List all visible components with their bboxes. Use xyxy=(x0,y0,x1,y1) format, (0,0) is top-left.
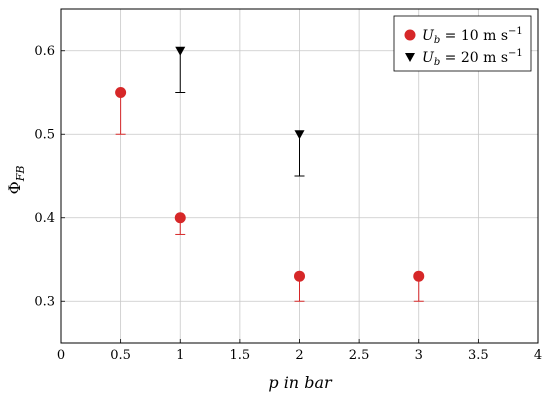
data-point-triangle xyxy=(294,130,305,140)
x-tick-label: 1 xyxy=(176,348,184,363)
data-point-circle xyxy=(413,270,425,282)
data-marks xyxy=(115,46,425,302)
data-point-triangle xyxy=(175,46,186,56)
y-axis-label-main: Φ xyxy=(5,181,24,194)
data-point-circle xyxy=(174,212,186,224)
y-tick-label: 0.5 xyxy=(34,127,55,142)
x-tick-label: 0 xyxy=(57,348,65,363)
y-axis-label: ΦFB xyxy=(5,166,27,195)
data-point-circle xyxy=(294,270,305,282)
legend-rest: = 10 m s xyxy=(440,28,508,44)
x-tick-label: 2 xyxy=(295,348,303,363)
y-ticks: 0.3 0.4 0.5 0.6 xyxy=(34,44,65,309)
x-tick-label: 1.5 xyxy=(230,348,251,363)
y-tick-label: 0.4 xyxy=(34,211,55,226)
legend-sup: −1 xyxy=(508,26,523,37)
legend-main: U xyxy=(422,50,435,66)
legend-rest: = 20 m s xyxy=(440,50,508,66)
legend: Ub = 10 m s−1Ub = 20 m s−1 xyxy=(393,15,532,72)
legend-sub: b xyxy=(434,35,440,46)
legend-main: U xyxy=(422,28,435,44)
legend-entry-2: Ub = 20 m s−1 xyxy=(422,48,523,68)
legend-marker xyxy=(404,29,416,41)
data-point-circle xyxy=(115,87,127,98)
legend-sup: −1 xyxy=(508,48,523,59)
y-tick-label: 0.6 xyxy=(34,44,55,59)
x-ticks: 0 0.5 1 1.5 2 2.5 3 3.5 4 xyxy=(57,339,542,363)
legend-entry-1: Ub = 10 m s−1 xyxy=(422,26,523,46)
x-tick-label: 3.5 xyxy=(468,348,489,363)
y-tick-label: 0.3 xyxy=(34,294,55,309)
legend-box xyxy=(393,15,532,72)
y-axis-label-sub: FB xyxy=(14,166,27,183)
legend-sub: b xyxy=(434,57,440,68)
x-tick-label: 2.5 xyxy=(349,348,370,363)
x-tick-label: 3 xyxy=(415,348,423,363)
legend-marker xyxy=(405,53,415,62)
x-tick-label: 4 xyxy=(534,348,542,363)
x-axis-label: p in bar xyxy=(268,373,333,392)
x-tick-label: 0.5 xyxy=(110,348,131,363)
